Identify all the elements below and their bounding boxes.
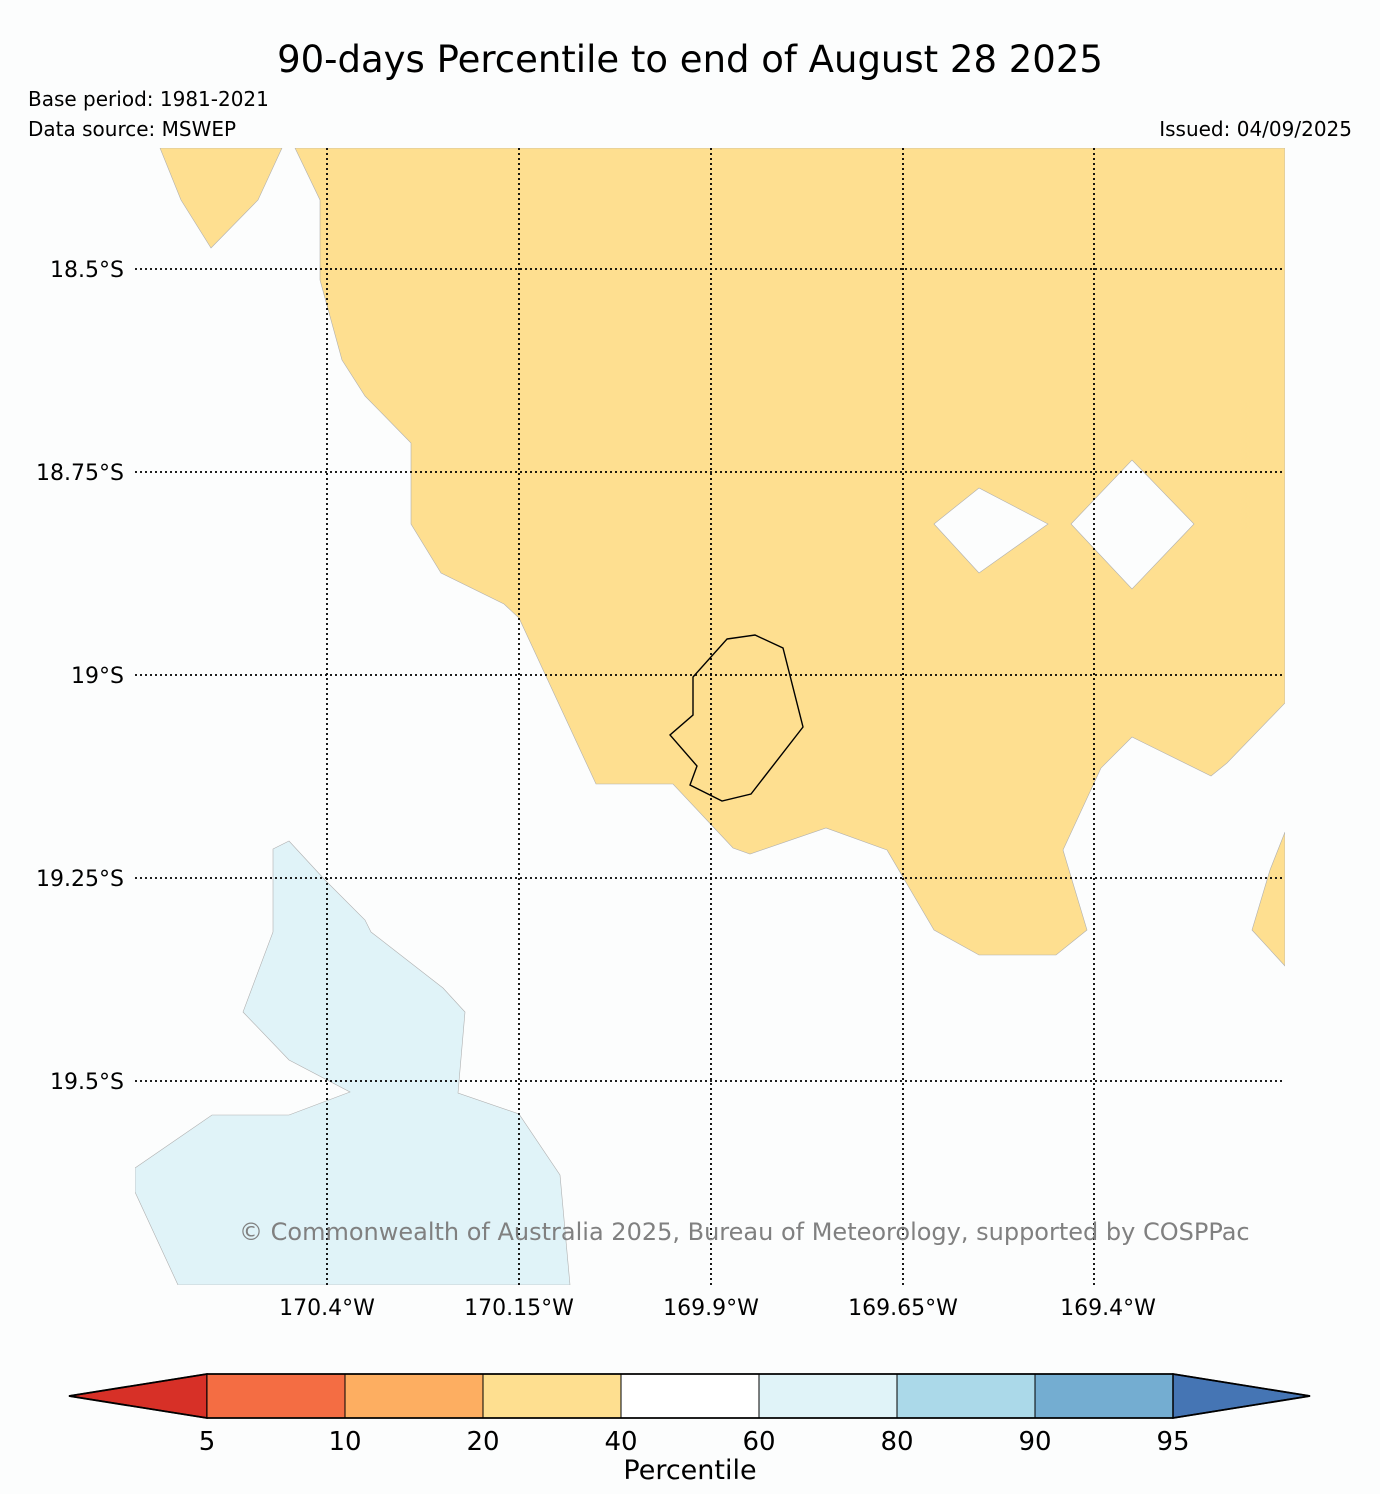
colorbar-segment-90-95	[1034, 1373, 1174, 1419]
colorbar-tick-80: 80	[880, 1427, 913, 1457]
lon-label-4: 169.4°W	[1060, 1296, 1156, 1321]
lat-label-1: 18.75°S	[36, 461, 124, 486]
lon-label-1: 170.15°W	[464, 1296, 574, 1321]
colorbar-tick-90: 90	[1018, 1427, 1051, 1457]
colorbar-segment-10-20	[344, 1373, 484, 1419]
percentile-region-20-40	[294, 148, 1285, 956]
colorbar-segment-5-10	[206, 1373, 346, 1419]
lat-label-0: 18.5°S	[50, 258, 124, 283]
lat-label-4: 19.5°S	[50, 1070, 124, 1095]
colorbar-tick-20: 20	[466, 1427, 499, 1457]
colorbar-extend-low	[68, 1373, 208, 1419]
percentile-region-20-40-east	[1251, 831, 1285, 967]
island-coastline	[669, 634, 804, 802]
data-source-text: Data source: MSWEP	[28, 117, 237, 141]
base-period-text: Base period: 1981-2021	[28, 87, 269, 111]
colorbar-outline	[68, 1373, 1311, 1419]
colorbar-extend-high	[1172, 1373, 1311, 1419]
lat-label-3: 19.25°S	[36, 867, 124, 892]
colorbar-segment-60-80	[758, 1373, 898, 1419]
colorbar-segment-40-60	[620, 1373, 760, 1419]
percentile-region-60-80	[135, 840, 571, 1285]
lon-label-3: 169.65°W	[848, 1296, 958, 1321]
percentile-region-20-40-north	[159, 148, 283, 249]
colorbar-tick-10: 10	[328, 1427, 361, 1457]
copyright-text: © Commonwealth of Australia 2025, Bureau…	[239, 1218, 1250, 1246]
colorbar-tick-95: 95	[1156, 1427, 1189, 1457]
colorbar-segment-80-90	[896, 1373, 1036, 1419]
colorbar-tick-5: 5	[199, 1427, 216, 1457]
colorbar-tick-60: 60	[742, 1427, 775, 1457]
map-gridlines	[135, 148, 1285, 1285]
colorbar-tick-40: 40	[604, 1427, 637, 1457]
issued-date-text: Issued: 04/09/2025	[1159, 117, 1352, 141]
colorbar-segment-20-40	[482, 1373, 622, 1419]
colorbar-label: Percentile	[623, 1455, 757, 1486]
lat-label-2: 19°S	[71, 664, 124, 689]
map-title: 90-days Percentile to end of August 28 2…	[277, 38, 1103, 81]
lon-label-0: 170.4°W	[279, 1296, 375, 1321]
lon-label-2: 169.9°W	[663, 1296, 759, 1321]
